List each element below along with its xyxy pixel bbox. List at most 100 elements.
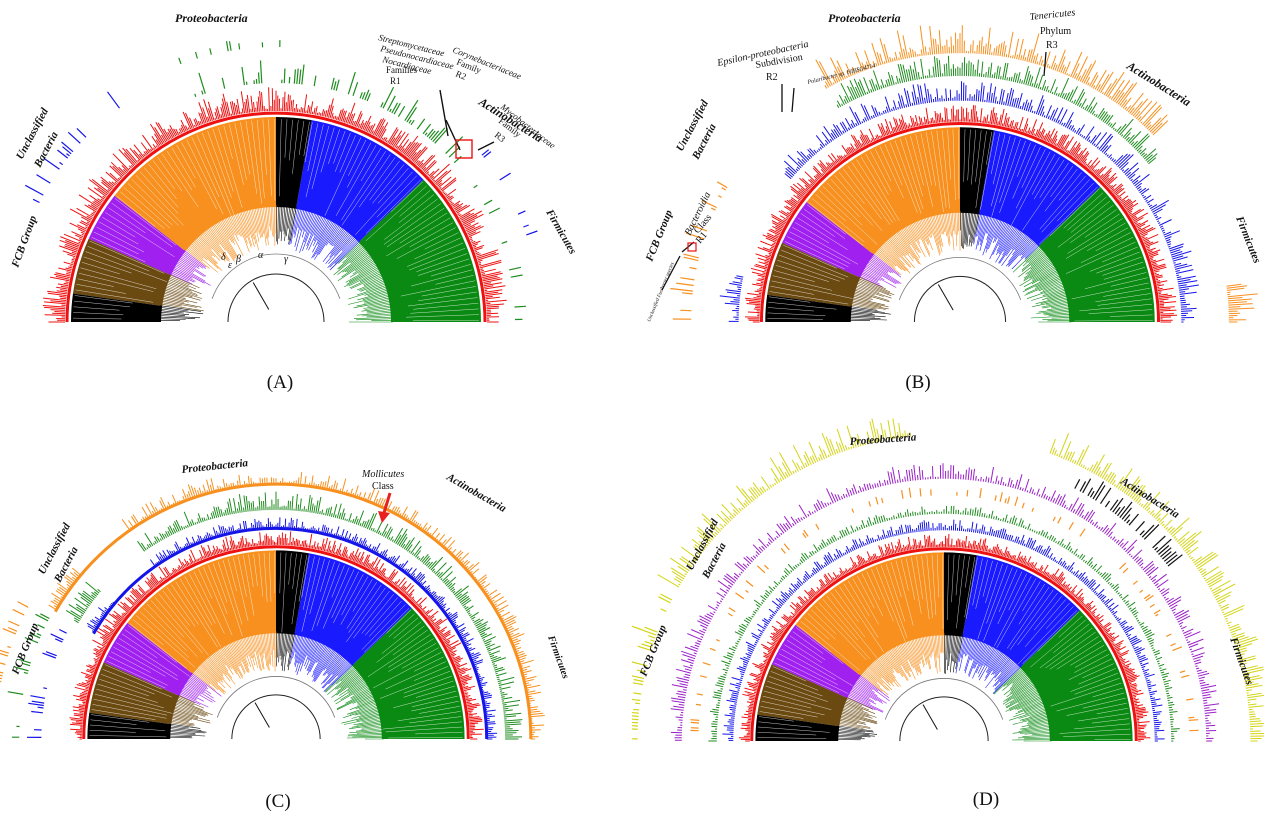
label-actinobacteria: Actinobacteria: [1118, 475, 1182, 521]
ring-blue-bars: [722, 519, 1165, 742]
clade-actinobacteria-branches: [289, 206, 361, 271]
ring-orange-bars-base: [54, 482, 533, 740]
clade-proteobacteria-branches: [859, 633, 945, 696]
panel-a-tree: Proteobacteria Actinobacteria Firmicutes…: [9, 11, 579, 323]
ring-blue-unclassified: [25, 91, 120, 204]
ring-base-red: [82, 545, 470, 740]
label-actinobacteria: Actinobacteria: [444, 471, 509, 515]
annotation-arrow: [439, 89, 449, 137]
clade-other-branches: [944, 633, 963, 674]
annotation-epsilon: Epsilon-proteobacteria Subdivision R2: [715, 39, 809, 83]
ring-blue-bars-base: [92, 526, 489, 740]
label-proteobacteria: Proteobacteria: [849, 431, 917, 448]
tree-root-line: [937, 284, 954, 311]
clade-actinobacteria-leaves: [301, 555, 410, 653]
annotation-arrow: [477, 141, 495, 151]
panel-caption: (A): [266, 372, 294, 393]
clade-actinobacteria: [295, 120, 424, 243]
panel-a-rings: [25, 40, 538, 323]
label-beta: β: [235, 254, 241, 265]
clade-other-base-leaves: [72, 295, 133, 320]
clade-actinobacteria-leaves: [304, 122, 421, 236]
ring-green-bars: [708, 505, 1180, 742]
tree-inner-arc: [211, 253, 341, 299]
clade-actinobacteria: [978, 130, 1101, 247]
annotation-box: [687, 242, 697, 252]
clade-other-base-leaves: [89, 714, 167, 738]
tree-root-line: [254, 702, 270, 728]
tree-root-line: [252, 282, 270, 310]
panel-a-branches: [158, 204, 394, 323]
clade-fcb: [767, 242, 861, 307]
clade-other-base: [87, 712, 172, 739]
ring-blue-fcb: [26, 628, 67, 738]
clade-proteobacteria-leaves: [797, 554, 944, 671]
clade-other-base-branches: [836, 725, 878, 741]
panel-d-branches: [836, 633, 1052, 742]
ring-yellow-bars: [657, 418, 1264, 742]
ring-green-outer: [178, 40, 281, 65]
label-fcb-group: FCB Group: [9, 214, 39, 270]
tree-root-arc: [231, 694, 321, 740]
clade-fcb-branches: [837, 696, 878, 729]
clade-actinobacteria-leaves: [980, 132, 1098, 245]
annotation-mollicutes: Mollicutes: [361, 469, 404, 480]
label-actinobacteria: Actinobacteria: [1124, 58, 1194, 109]
ring-yellow-fcb: [632, 593, 673, 740]
panel-caption: (C): [265, 791, 291, 812]
clade-other-base-branches: [848, 306, 891, 321]
clade-unclassified-leaves: [106, 625, 190, 689]
clade-firmicutes: [358, 179, 481, 322]
annotation-mollicutes-class: Class: [372, 481, 394, 492]
clade-other-leaves: [946, 554, 976, 629]
clade-actinobacteria: [294, 553, 412, 666]
ring-red-bars: [42, 87, 507, 323]
annotation-tenericutes-line: R3: [1046, 40, 1058, 51]
clade-unclassified-branches: [169, 249, 211, 286]
clade-other-base: [755, 714, 840, 741]
label-firmicutes: Firmicutes: [1233, 214, 1263, 265]
clade-firmicutes-branches: [992, 665, 1052, 742]
tree-root-arc: [913, 275, 1007, 323]
ring-green: [194, 60, 464, 164]
annotation-arrow: [791, 87, 795, 113]
panel-b: Proteobacteria Actinobacteria Firmicutes…: [632, 0, 1264, 413]
annotation-tenericutes-line: Tenericutes: [1029, 7, 1076, 23]
ring-orange-fcb: [0, 601, 29, 683]
ring-blue-sparse: [481, 149, 538, 236]
clade-proteobacteria-leaves: [116, 118, 276, 229]
annotation-r2-line: R2: [454, 69, 467, 82]
clade-other-leaves: [279, 552, 308, 633]
ring-green-bars: [65, 491, 523, 740]
clade-unclassified: [771, 624, 861, 698]
ring-orange-fcb: [670, 181, 728, 320]
panel-d-tree: Proteobacteria Actinobacteria Firmicutes…: [632, 418, 1264, 742]
ring-base-red: [750, 547, 1138, 742]
ring-red-bars: [744, 105, 1178, 323]
annotation-arrowhead: [378, 511, 390, 523]
clade-fcb-branches: [160, 274, 204, 312]
clade-other-base: [71, 293, 163, 322]
label-fcb-group: FCB Group: [643, 208, 675, 264]
clade-fcb-leaves: [75, 240, 168, 303]
tree-inner-arc: [216, 676, 336, 718]
ring-black-actino: [1074, 478, 1183, 567]
panel-c-branches: [168, 631, 384, 740]
ring-purple-bars: [670, 463, 1220, 742]
annotation-r3: Mycobacteriaceae Family R3: [493, 101, 558, 150]
annotation-r1-line: Families: [386, 65, 417, 75]
clade-other-base-branches: [158, 305, 204, 321]
clade-fcb: [89, 662, 180, 725]
clade-fcb: [757, 664, 848, 727]
panel-a: Proteobacteria Actinobacteria Firmicutes…: [0, 0, 632, 413]
panel-c-tree: Proteobacteria Actinobacteria Firmicutes…: [0, 457, 571, 740]
label-gamma: γ: [284, 254, 289, 265]
clade-actinobacteria: [962, 555, 1080, 668]
clade-proteobacteria-branches: [873, 210, 961, 275]
panel-caption: (B): [905, 372, 931, 393]
clade-firmicutes-leaves: [367, 609, 463, 739]
label-alpha: α: [258, 250, 264, 261]
clade-unclassified-branches: [845, 674, 890, 713]
annotation-arrow: [445, 119, 461, 151]
annotation-epsilon-line: R2: [766, 72, 778, 83]
